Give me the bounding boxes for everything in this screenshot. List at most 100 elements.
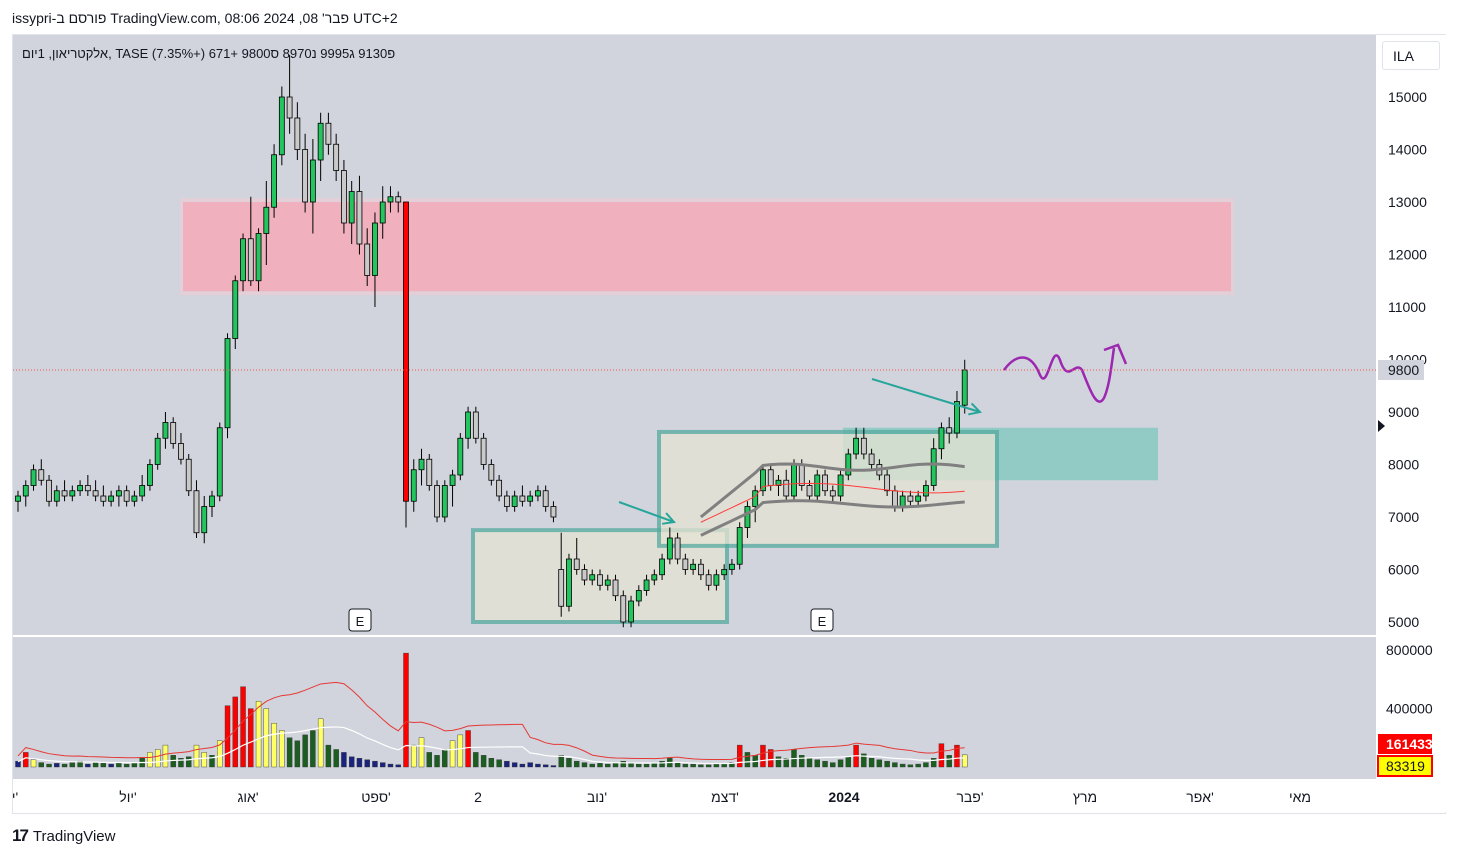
volume-bar: [923, 762, 929, 768]
candle-body: [364, 243, 371, 276]
volume-current-label-1: 161433: [1386, 736, 1433, 752]
candle-body: [519, 495, 526, 502]
candle-body: [434, 485, 440, 518]
candle-body: [271, 154, 277, 208]
volume-bar: [465, 730, 471, 768]
candle-body: [395, 196, 402, 203]
candle-body: [791, 464, 797, 497]
volume-bar: [418, 737, 425, 768]
candle-body: [736, 527, 743, 565]
volume-bar: [962, 754, 968, 768]
candle-body: [938, 427, 945, 450]
candle-body: [201, 506, 208, 534]
time-tick-label: דצמ': [711, 789, 739, 805]
candle-body: [247, 238, 254, 282]
candle-body: [139, 485, 146, 497]
candle-body: [46, 479, 52, 502]
volume-bar: [209, 755, 215, 768]
volume-bar: [550, 765, 557, 768]
candle-body: [651, 574, 658, 581]
candle-body: [705, 574, 712, 586]
earnings-marker: [810, 608, 834, 632]
volume-bar: [574, 760, 580, 768]
candle-body: [209, 495, 215, 507]
footer-brand: TradingView: [32, 827, 116, 845]
candle-body: [635, 590, 642, 602]
volume-bar: [348, 756, 355, 768]
volume-bar: [147, 752, 153, 768]
volume-bar: [605, 763, 611, 768]
volume-bar: [597, 763, 603, 768]
candle-body: [410, 469, 417, 502]
candle-body: [822, 474, 828, 492]
time-axis-area[interactable]: [13, 780, 1376, 812]
volume-bar: [760, 744, 766, 768]
candle-body: [527, 495, 534, 502]
volume-pane[interactable]: [13, 637, 1376, 779]
candle-body: [333, 143, 340, 171]
volume-bar: [333, 749, 339, 768]
candle-body: [744, 506, 751, 528]
volume-bar: [279, 730, 285, 768]
candle-body: [216, 427, 223, 497]
volume-bar: [380, 762, 386, 768]
candle-body: [441, 485, 448, 518]
time-tick-label: מרץ: [1073, 789, 1097, 805]
volume-bar: [954, 744, 960, 768]
volume-bar: [30, 759, 37, 768]
candles-group: [15, 55, 968, 628]
time-tick-label: פבר': [956, 789, 983, 805]
currency-button[interactable]: ILA: [1382, 41, 1440, 70]
volume-bar: [395, 764, 401, 768]
current-price-badge: [1378, 360, 1424, 380]
volume-bar: [170, 755, 176, 768]
candle-body: [829, 490, 836, 497]
consolidation-box: [657, 429, 999, 548]
volume-bar: [46, 763, 52, 768]
volume-badge-1: [1378, 734, 1432, 754]
candle-body: [589, 574, 596, 581]
time-tick-label: מאי: [1289, 789, 1311, 805]
volume-bar: [736, 744, 743, 768]
volume-bar: [123, 763, 130, 768]
candle-body: [100, 495, 107, 502]
volume-bar: [674, 762, 681, 768]
candle-body: [403, 201, 409, 502]
candle-body: [108, 495, 115, 502]
volume-bar: [930, 758, 937, 768]
price-axis-area[interactable]: [1376, 35, 1446, 812]
candle-body: [798, 464, 805, 486]
candle-body: [907, 495, 914, 502]
volume-bar: [364, 759, 370, 768]
candle-body: [69, 490, 76, 497]
candle-body: [581, 569, 588, 581]
candle-body: [845, 453, 852, 476]
candle-body: [162, 422, 169, 439]
volume-bar: [511, 762, 518, 768]
candle-body: [170, 422, 177, 444]
volume-bar: [92, 762, 99, 768]
candle-body: [294, 117, 301, 150]
candle-body: [15, 495, 21, 502]
candle-body: [178, 443, 184, 460]
volume-bar: [356, 758, 363, 768]
price-tick-label: 13000: [1388, 194, 1427, 210]
volume-bar: [488, 758, 495, 768]
volume-bar: [100, 763, 107, 768]
volume-bar: [899, 763, 906, 768]
candle-body: [341, 170, 347, 224]
volume-bar: [442, 749, 448, 768]
volume-tick-label: 800000: [1386, 642, 1433, 658]
candle-body: [372, 222, 378, 276]
volume-bar: [131, 762, 138, 768]
volume-bar: [566, 758, 572, 768]
candle-body: [573, 558, 580, 570]
candle-body: [628, 600, 634, 623]
candle-body: [954, 401, 960, 434]
candle-body: [356, 191, 363, 245]
volume-bar: [116, 762, 122, 768]
candle-body: [860, 437, 867, 455]
candle-body: [923, 485, 929, 497]
volume-bar: [915, 763, 921, 768]
